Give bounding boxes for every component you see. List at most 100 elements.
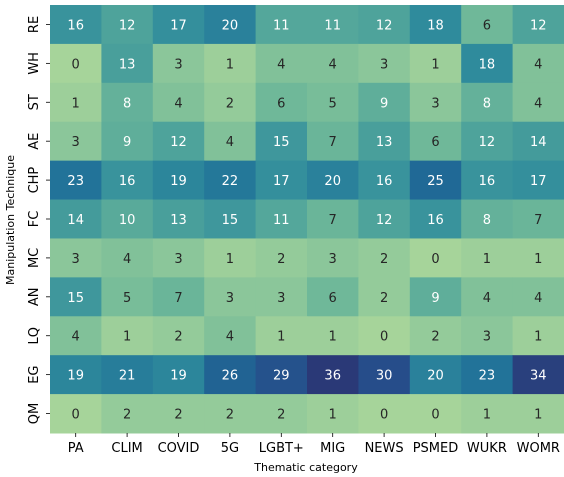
heatmap-cell: [152, 355, 205, 395]
heatmap-cell: [307, 5, 359, 45]
heatmap-cell: [307, 316, 359, 356]
cell-value-label: 3: [380, 57, 388, 72]
cell-value-label: 0: [380, 408, 388, 423]
cell-value-label: 5: [329, 96, 337, 111]
cell-value-label: 2: [123, 408, 131, 423]
cell-value-label: 12: [119, 18, 136, 33]
heatmap-cell: [101, 43, 154, 84]
heatmap-cell: [358, 43, 411, 84]
heatmap-cell: [512, 82, 564, 123]
heatmap-cell: [461, 121, 514, 162]
cell-value-label: 0: [431, 252, 439, 267]
heatmap-cell: [461, 316, 514, 356]
cell-value-label: 4: [123, 252, 131, 267]
heatmap-cell: [307, 355, 359, 395]
y-tick-label: LQ: [27, 327, 42, 344]
heatmap-cell: [358, 394, 411, 434]
heatmap-cell: [152, 121, 205, 162]
y-tick-label: QM: [27, 403, 42, 424]
y-tick-label: MC: [27, 248, 42, 268]
heatmap-cell: [409, 316, 462, 356]
heatmap-cell: [512, 5, 564, 45]
cell-value-label: 6: [329, 291, 337, 306]
cell-value-label: 1: [431, 57, 439, 72]
cell-value-label: 0: [72, 57, 80, 72]
y-tick-label: EG: [27, 365, 42, 383]
heatmap-cell: [50, 277, 102, 317]
cell-value-label: 16: [119, 174, 136, 189]
cell-value-label: 10: [119, 213, 136, 228]
x-axis-label: Thematic category: [253, 461, 358, 474]
heatmap-cell: [50, 355, 102, 395]
heatmap-cell: [409, 43, 462, 84]
cell-value-label: 4: [277, 57, 285, 72]
cell-value-label: 17: [530, 174, 547, 189]
heatmap-cell: [358, 277, 411, 317]
cell-value-label: 0: [72, 408, 80, 423]
x-tick-label: PSMED: [413, 441, 459, 456]
heatmap-cell: [50, 199, 102, 239]
heatmap-cell: [204, 316, 257, 356]
cell-value-label: 4: [174, 96, 182, 111]
heatmap-cell: [255, 160, 308, 201]
cell-value-label: 36: [324, 369, 341, 384]
heatmap-cell: [255, 5, 308, 45]
cell-value-label: 8: [123, 96, 131, 111]
cell-value-label: 7: [329, 213, 337, 228]
cell-value-label: 14: [67, 213, 84, 228]
cell-value-label: 11: [273, 18, 290, 33]
x-tick-label: LGBT+: [259, 441, 304, 456]
cell-value-label: 23: [67, 174, 84, 189]
cell-value-label: 2: [277, 408, 285, 423]
cell-value-label: 11: [324, 18, 341, 33]
cell-value-label: 7: [329, 135, 337, 150]
cell-value-label: 25: [427, 174, 444, 189]
y-tick-label: AE: [27, 133, 42, 150]
cell-value-label: 2: [277, 252, 285, 267]
heatmap-cell: [204, 160, 257, 201]
cell-value-label: 8: [483, 96, 491, 111]
cell-value-label: 1: [226, 252, 234, 267]
heatmap-cell: [461, 5, 514, 45]
heatmap-cell: [152, 82, 205, 123]
x-tick-label: CLIM: [111, 441, 142, 456]
cell-value-label: 9: [380, 96, 388, 111]
heatmap-cell: [307, 277, 359, 317]
cell-value-label: 2: [380, 252, 388, 267]
cell-value-label: 3: [483, 330, 491, 345]
cell-value-label: 2: [174, 408, 182, 423]
heatmap-cell: [152, 199, 205, 239]
heatmap-cell: [307, 82, 359, 123]
heatmap-cell: [307, 238, 359, 278]
cell-value-label: 26: [222, 369, 239, 384]
heatmap-cell: [512, 43, 564, 84]
heatmap-cell: [50, 82, 102, 123]
cell-value-label: 9: [123, 135, 131, 150]
heatmap-cell: [409, 238, 462, 278]
cell-value-label: 3: [72, 252, 80, 267]
heatmap-cell: [409, 199, 462, 239]
heatmap-cell: [101, 355, 154, 395]
heatmap-cell: [307, 43, 359, 84]
cell-value-label: 19: [170, 174, 187, 189]
cell-value-label: 7: [174, 291, 182, 306]
x-tick-label: PA: [68, 441, 84, 456]
heatmap-cell: [512, 355, 564, 395]
heatmap-cell: [101, 277, 154, 317]
cell-value-label: 13: [170, 213, 187, 228]
cell-value-label: 4: [534, 57, 542, 72]
heatmap-cell: [461, 238, 514, 278]
heatmap-cell: [461, 82, 514, 123]
cell-value-label: 17: [273, 174, 290, 189]
cell-value-label: 2: [226, 408, 234, 423]
heatmap-cell: [461, 277, 514, 317]
x-tick-label: WUKR: [467, 441, 507, 456]
y-tick-label: CHP: [27, 167, 42, 194]
heatmap-cell: [307, 121, 359, 162]
heatmap-cell: [512, 199, 564, 239]
cell-value-label: 1: [534, 330, 542, 345]
heatmap-cell: [358, 82, 411, 123]
cell-value-label: 4: [226, 135, 234, 150]
cell-value-label: 4: [534, 96, 542, 111]
cell-value-label: 15: [222, 213, 239, 228]
